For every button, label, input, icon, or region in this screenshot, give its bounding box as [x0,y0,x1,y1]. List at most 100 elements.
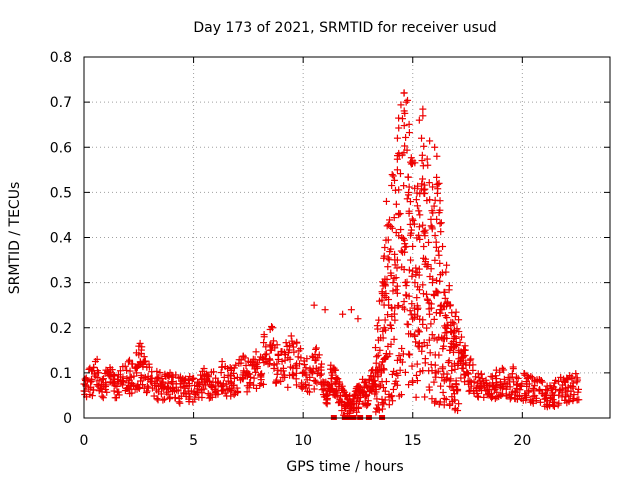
outlier-point [400,89,408,97]
data-point [227,367,235,375]
data-point [274,366,282,374]
data-point [400,298,408,306]
data-point [137,346,145,354]
data-point [376,382,384,390]
data-point [385,301,393,309]
y-tick-label: 0.1 [50,366,72,382]
data-point [436,309,444,317]
data-point [319,378,327,386]
data-point [393,264,401,272]
outlier-point [135,351,143,359]
data-point [374,351,382,359]
data-point [126,367,134,375]
data-point [230,374,238,382]
data-point [405,207,413,215]
data-point [331,379,339,387]
data-point [428,279,436,287]
data-point [391,176,399,184]
data-point [405,381,413,389]
data-point [400,122,408,130]
data-point [126,373,134,381]
outlier-point [418,134,426,142]
data-point [399,234,407,242]
outlier-point [415,116,423,124]
data-point [154,373,162,381]
data-point [90,364,98,372]
data-point [454,361,462,369]
data-point [388,182,396,190]
outlier-point [321,306,329,314]
data-point [375,316,383,324]
data-point [420,142,428,150]
data-point [174,387,182,395]
data-point [270,364,278,372]
data-point [189,398,197,406]
data-point [192,390,200,398]
data-point [398,234,406,241]
data-point [393,134,401,142]
data-point [380,324,388,332]
data-point [217,383,225,391]
data-point [374,373,382,381]
data-point [273,360,281,368]
y-axis-label: SRMTID / TECUs [7,182,23,295]
data-point [386,216,394,224]
data-point [318,386,326,394]
data-point [169,373,177,381]
data-point [347,401,355,409]
y-tick-label: 0 [63,411,72,427]
data-point [376,346,384,354]
data-point [387,269,395,277]
data-point [441,288,449,296]
data-point [137,371,145,379]
data-point [460,353,468,361]
data-point [426,137,434,145]
data-point [413,377,421,385]
data-point [341,400,349,408]
data-point [533,376,541,384]
data-point [446,401,454,409]
data-point [381,354,389,362]
data-point [187,387,195,395]
data-point [106,366,114,374]
data-point [527,372,535,380]
data-point [289,340,297,348]
data-point [228,386,236,394]
data-point [427,320,435,328]
data-point [302,364,310,372]
data-point [426,349,434,357]
data-point [185,395,193,403]
data-point [397,391,405,399]
data-point [182,390,190,398]
data-point [443,334,451,342]
data-point [409,242,417,250]
data-point [461,351,469,359]
data-point [419,175,427,183]
data-point [425,238,433,246]
data-point [425,299,433,307]
data-point [339,386,347,394]
data-point [394,371,402,379]
data-point [428,395,436,403]
data-point [359,375,367,383]
data-point [412,196,420,204]
data-point [278,357,286,365]
data-point [312,344,320,352]
data-point [418,151,426,159]
data-point [358,387,366,395]
data-point [286,355,294,363]
data-point [483,387,491,395]
data-point [538,378,546,386]
data-point [504,373,512,381]
data-point [393,381,401,389]
data-point [428,331,436,339]
data-point [442,268,450,276]
data-point [401,368,409,376]
data-point [451,333,459,341]
data-point [387,324,395,332]
data-point [400,182,408,190]
data-point [398,358,406,366]
data-point [450,390,458,398]
data-point [491,395,499,403]
data-point [159,396,167,404]
